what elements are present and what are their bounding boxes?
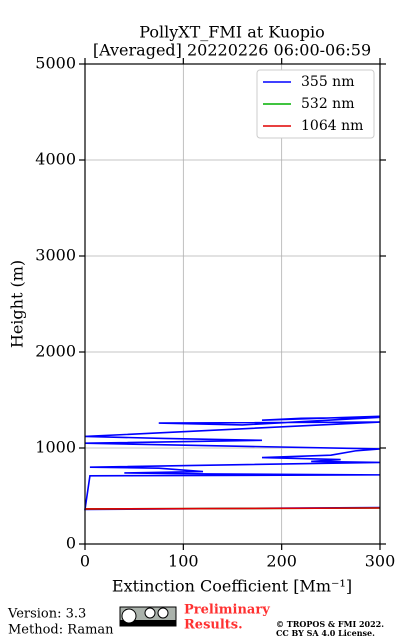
y-tick-label: 0 bbox=[66, 534, 76, 553]
y-tick-label: 1000 bbox=[35, 438, 76, 457]
profile-line bbox=[84, 507, 381, 510]
legend-label: 532 nm bbox=[301, 96, 354, 112]
y-tick-label: 4000 bbox=[35, 150, 76, 169]
y-tick-label: 3000 bbox=[35, 246, 76, 265]
y-axis-label: Height (m) bbox=[8, 260, 27, 348]
x-tick-label: 300 bbox=[365, 552, 396, 571]
copyright: © TROPOS & FMI 2022. bbox=[276, 619, 384, 629]
copyright: CC BY SA 4.0 License. bbox=[276, 628, 375, 638]
method: Method: Raman bbox=[8, 623, 114, 638]
x-tick-label: 200 bbox=[266, 552, 297, 571]
preliminary-note: Results. bbox=[184, 618, 243, 633]
y-tick-label: 2000 bbox=[35, 342, 76, 361]
legend-label: 355 nm bbox=[301, 74, 354, 90]
chart-subtitle: [Averaged] 20220226 06:00-06:59 bbox=[93, 41, 371, 60]
plot-frame bbox=[84, 63, 381, 545]
x-tick-label: 100 bbox=[168, 552, 199, 571]
profile-line bbox=[84, 415, 381, 511]
x-tick-label: 0 bbox=[80, 552, 90, 571]
legend-box bbox=[256, 69, 375, 139]
preliminary-note: Preliminary bbox=[184, 603, 270, 618]
cc-badge bbox=[119, 606, 177, 627]
y-tick-label: 5000 bbox=[35, 54, 76, 73]
legend-label: 1064 nm bbox=[301, 118, 363, 134]
x-axis-label: Extinction Coefficient [Mm⁻¹] bbox=[112, 577, 352, 596]
chart-title: PollyXT_FMI at Kuopio bbox=[139, 23, 325, 42]
version: Version: 3.3 bbox=[7, 607, 86, 622]
